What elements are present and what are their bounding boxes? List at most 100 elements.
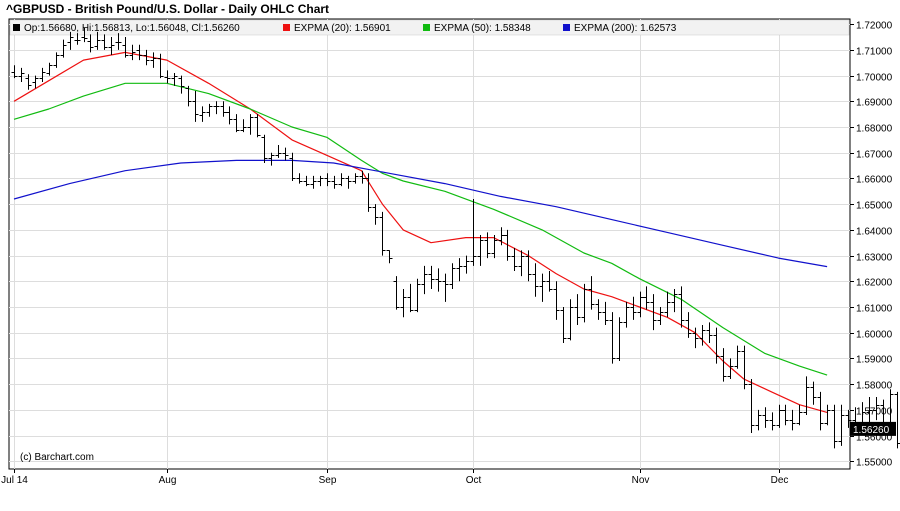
ohlc-bar [762, 407, 769, 428]
y-tick-label: 1.72000 [856, 21, 893, 32]
ohlc-bar [338, 173, 345, 187]
y-tick-label: 1.65000 [856, 201, 893, 212]
y-tick-label: 1.63000 [856, 253, 893, 264]
x-tick-label: Dec [771, 475, 789, 486]
ohlc-bar [240, 119, 247, 133]
ohlc-bar [386, 250, 393, 264]
ohlc-bar [678, 286, 685, 328]
ohlc-bar [157, 53, 164, 79]
ohlc-bar [365, 173, 372, 212]
y-tick-label: 1.62000 [856, 278, 893, 289]
ohlc-bar [185, 85, 192, 107]
ohlc-bar [67, 31, 74, 50]
chart-title: ^GBPUSD - British Pound/U.S. Dollar - Da… [6, 2, 330, 16]
ohlc-bar [407, 283, 414, 313]
ohlc-bar [623, 301, 630, 328]
ema200-line [13, 159, 828, 268]
ohlc-bar [748, 379, 755, 433]
legend-label: Op:1.56680, Hi:1.56813, Lo:1.56048, Cl:1… [24, 23, 240, 34]
ohlc-bar [866, 397, 873, 426]
ohlc-bar [449, 263, 456, 289]
ohlc-bar [136, 44, 143, 61]
ema20-line [13, 51, 828, 413]
ohlc-bar [560, 307, 567, 343]
legend-label: EXPMA (200): 1.62573 [574, 23, 677, 34]
ohlc-bar [428, 265, 435, 289]
legend-label: EXPMA (20): 1.56901 [294, 23, 391, 34]
ohlc-bar [831, 404, 838, 449]
ohlc-bar [810, 381, 817, 405]
ohlc-bar [442, 273, 449, 302]
y-tick-label: 1.60000 [856, 330, 893, 341]
ohlc-bar [11, 65, 18, 79]
ohlc-bar [275, 145, 282, 158]
ohlc-bar [435, 268, 442, 292]
ohlc-bar [456, 258, 463, 282]
ohlc-bar [755, 409, 762, 431]
y-tick-label: 1.58000 [856, 381, 893, 392]
legend-swatch [283, 24, 290, 31]
ohlc-bar [796, 404, 803, 426]
ohlc-bar [414, 278, 421, 313]
ohlc-bar [150, 52, 157, 68]
ohlc-bar [588, 276, 595, 310]
ohlc-bar [268, 152, 275, 166]
credit-text: (c) Barchart.com [20, 452, 94, 463]
ohlc-bar [491, 235, 498, 259]
ohlc-bar [581, 283, 588, 323]
ohlc-bar [310, 175, 317, 189]
ohlc-bar [233, 114, 240, 133]
ohlc-bar [685, 312, 692, 338]
ohlc-bar [539, 273, 546, 302]
ohlc-bar [609, 312, 616, 364]
ohlc-bar [477, 235, 484, 266]
ohlc-bar [393, 276, 400, 310]
ohlc-bar [643, 286, 650, 310]
ohlc-bar [129, 44, 136, 61]
ohlc-bar [254, 114, 261, 138]
y-tick-label: 1.61000 [856, 304, 893, 315]
ohlc-bar [289, 152, 296, 181]
last-price-label: 1.56260 [853, 425, 890, 436]
ohlc-bar [192, 91, 199, 122]
ohlc-bar [226, 106, 233, 125]
ohlc-bar [345, 175, 352, 189]
ohlc-bar [261, 134, 268, 163]
ohlc-bar [32, 75, 39, 89]
y-tick-label: 1.68000 [856, 124, 893, 135]
ohlc-bar [60, 39, 67, 58]
ohlc-bar [595, 299, 602, 320]
y-tick-label: 1.67000 [856, 150, 893, 161]
ohlc-bar [699, 325, 706, 346]
ohlc-bar [741, 345, 748, 390]
ohlc-bar [720, 348, 727, 382]
ohlc-bar [115, 33, 122, 50]
x-tick-label: Aug [159, 475, 177, 486]
ohlc-bar [25, 74, 32, 90]
y-tick-label: 1.64000 [856, 227, 893, 238]
legend-swatch [563, 24, 570, 31]
ohlc-bar [282, 147, 289, 161]
ohlc-bar [74, 33, 81, 45]
x-tick-label: Oct [466, 475, 482, 486]
y-tick-label: 1.55000 [856, 458, 893, 469]
y-tick-label: 1.70000 [856, 73, 893, 84]
ohlc-bar [671, 289, 678, 313]
ohlc-bar [199, 106, 206, 122]
ohlc-bar [637, 291, 644, 318]
plot-area [8, 18, 851, 470]
ohlc-bar [727, 358, 734, 379]
ohlc-bar [178, 75, 185, 94]
ohlc-bar [845, 409, 852, 428]
ohlc-bar [769, 412, 776, 431]
y-tick-label: 1.69000 [856, 98, 893, 109]
ohlc-bar [247, 114, 254, 135]
ohlc-bar [650, 294, 657, 331]
ohlc-bar [87, 34, 94, 53]
ohlc-bar [359, 170, 366, 184]
ohlc-bar [525, 250, 532, 282]
ohlc-bar [664, 291, 671, 318]
ohlc-bar [213, 101, 220, 115]
ohlc-bar [817, 391, 824, 431]
ohlc-bar [894, 391, 900, 449]
